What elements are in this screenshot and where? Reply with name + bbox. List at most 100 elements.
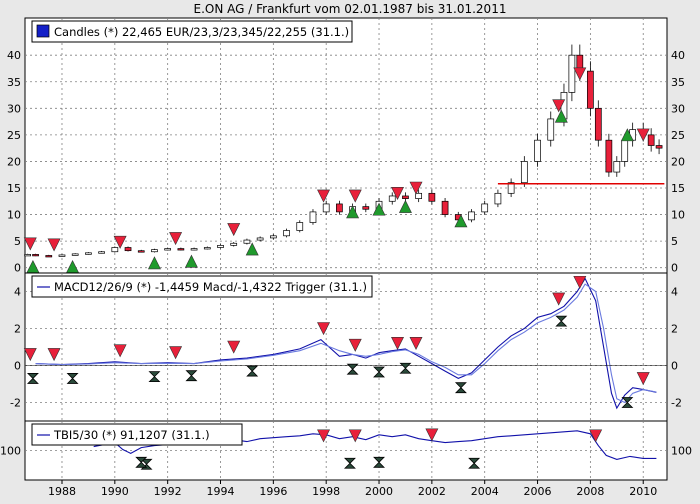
candle [336,203,343,213]
sell-signal-icon [636,128,650,142]
y-tick-label-left: 10 [7,209,21,222]
candle [177,248,185,251]
candle [283,230,290,237]
macd-legend-label: MACD12/26/9 (*) -1,4459 Macd/-1,4322 Tri… [54,280,367,294]
candle [568,54,576,93]
tbi-legend-label: TBI5/30 (*) 91,1207 (31.1.) [53,428,210,442]
y-tick-label-left: 2 [14,323,21,336]
buy-signal-icon [454,382,467,394]
buy-signal-icon [399,362,412,374]
y-tick-label-right: 0 [671,360,678,373]
sell-signal-icon [409,336,423,350]
candle [494,192,502,205]
candle [322,203,330,213]
sell-signal-icon [348,429,362,443]
sell-signal-icon [227,223,241,237]
candle [309,211,317,223]
sell-signal-icon [348,189,362,203]
candle [428,192,436,202]
buy-signal-icon [620,128,634,142]
y-tick-label-right: 100 [671,445,692,458]
series-line [35,283,657,404]
sell-signal-icon [317,322,331,336]
candle [547,118,555,141]
buy-signal-icon [66,373,79,384]
buy-signal-icon [245,242,259,256]
buy-signal-icon [346,363,359,375]
x-tick-label: 1996 [259,485,287,498]
sell-signal-icon [23,237,37,251]
candle [151,249,158,253]
sell-signal-icon [317,429,331,443]
y-tick-label-left: 5 [14,235,21,248]
y-tick-label-right: -2 [671,397,682,410]
y-tick-label-right: 0 [671,262,678,275]
y-tick-label-left: 25 [7,129,21,142]
x-tick-label: 1988 [48,485,76,498]
buy-signal-icon [147,256,161,270]
buy-signal-icon [398,199,412,213]
candle [441,200,449,215]
x-axis: 1988 1990 1992 1994 1996 1998 2000 2002 2004 2006… [48,480,657,498]
candle [124,247,132,252]
buy-signal-icon [554,109,568,123]
buy-signal-icon [454,214,468,228]
sell-signal-icon [589,429,603,443]
x-tick-label: 2006 [524,485,552,498]
candle [230,242,238,246]
buy-signal-icon [373,456,385,468]
y-tick-label-left: 20 [7,155,21,168]
candles-legend-label: Candles (*) 22,465 EUR/23,3/23,345/22,25… [54,25,349,39]
sell-signal-icon [317,189,331,203]
candle [415,192,423,199]
sell-signal-icon [552,292,566,306]
sell-signal-icon [409,181,423,195]
y-tick-label-left: 15 [7,182,21,195]
y-tick-label-right: 10 [671,209,685,222]
sell-signal-icon [573,67,587,81]
candle [647,134,655,146]
tbi-legend: TBI5/30 (*) 91,1207 (31.1.) [31,423,243,446]
buy-signal-icon [468,457,481,469]
sell-signal-icon [47,238,61,252]
x-tick-label: 2002 [418,485,446,498]
buy-signal-icon [246,365,259,377]
candle [217,245,224,248]
candle [256,237,264,241]
y-tick-label-left: 4 [14,286,21,299]
candle [269,235,277,239]
candle [587,70,594,109]
candle [58,254,66,257]
candle [243,239,251,244]
candle [32,254,39,257]
y-tick-label-right: 25 [671,129,685,142]
y-tick-label-right: 40 [671,49,685,62]
buy-signal-icon [184,254,198,268]
sell-signal-icon [227,340,241,354]
y-tick-label-left: 0 [14,262,21,275]
sell-signal-icon [23,348,37,362]
y-tick-label-right: 30 [671,102,685,115]
chart-title: E.ON AG / Frankfurt vom 02.01.1987 bis 3… [194,2,507,16]
sell-signal-icon [113,344,127,358]
y-tick-label-left: 0 [14,360,21,373]
buy-signal-icon [185,370,198,382]
x-tick-label: 1992 [154,485,182,498]
buy-signal-icon [346,205,360,219]
x-tick-label: 2000 [365,485,393,498]
sell-signal-icon [113,235,127,249]
y-tick-label-right: 5 [671,235,678,248]
sell-signal-icon [348,338,362,352]
legend-swatch-icon [36,24,50,38]
buy-signal-icon [621,397,634,408]
y-tick-label-left: -2 [10,397,21,410]
candle [71,253,79,256]
y-tick-label-right: 2 [671,323,678,336]
candles-panel: 0 0 5 5 10 10 15 15 20 20 25 25 30 30 35 35 40 40 [7,17,685,275]
sell-signal-icon [391,336,405,350]
macd-legend: MACD12/26/9 (*) -1,4459 Macd/-1,4322 Tri… [31,275,373,298]
x-tick-label: 1998 [312,485,340,498]
candle [190,248,198,251]
candle [520,161,528,184]
